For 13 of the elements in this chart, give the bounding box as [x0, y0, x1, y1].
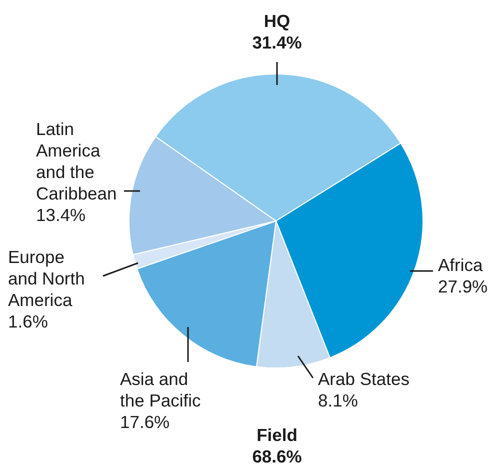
- data-label: 17.6%: [120, 412, 170, 432]
- slice-label: HQ: [264, 11, 290, 31]
- data-label: 8.1%: [318, 390, 358, 410]
- data-label: 27.9%: [438, 276, 488, 296]
- data-label: 1.6%: [8, 312, 48, 332]
- slice-label: Arab States: [318, 369, 410, 389]
- data-label: 31.4%: [252, 32, 302, 52]
- slice-label: Europe and North America: [8, 247, 85, 310]
- slice-label: Africa: [438, 255, 483, 275]
- slice-label: Asia and the Pacific: [120, 369, 201, 410]
- text: Field 68.6%: [252, 425, 302, 466]
- data-label: 13.4%: [36, 205, 86, 225]
- slice-label: Latin America and the Caribbean: [36, 119, 117, 204]
